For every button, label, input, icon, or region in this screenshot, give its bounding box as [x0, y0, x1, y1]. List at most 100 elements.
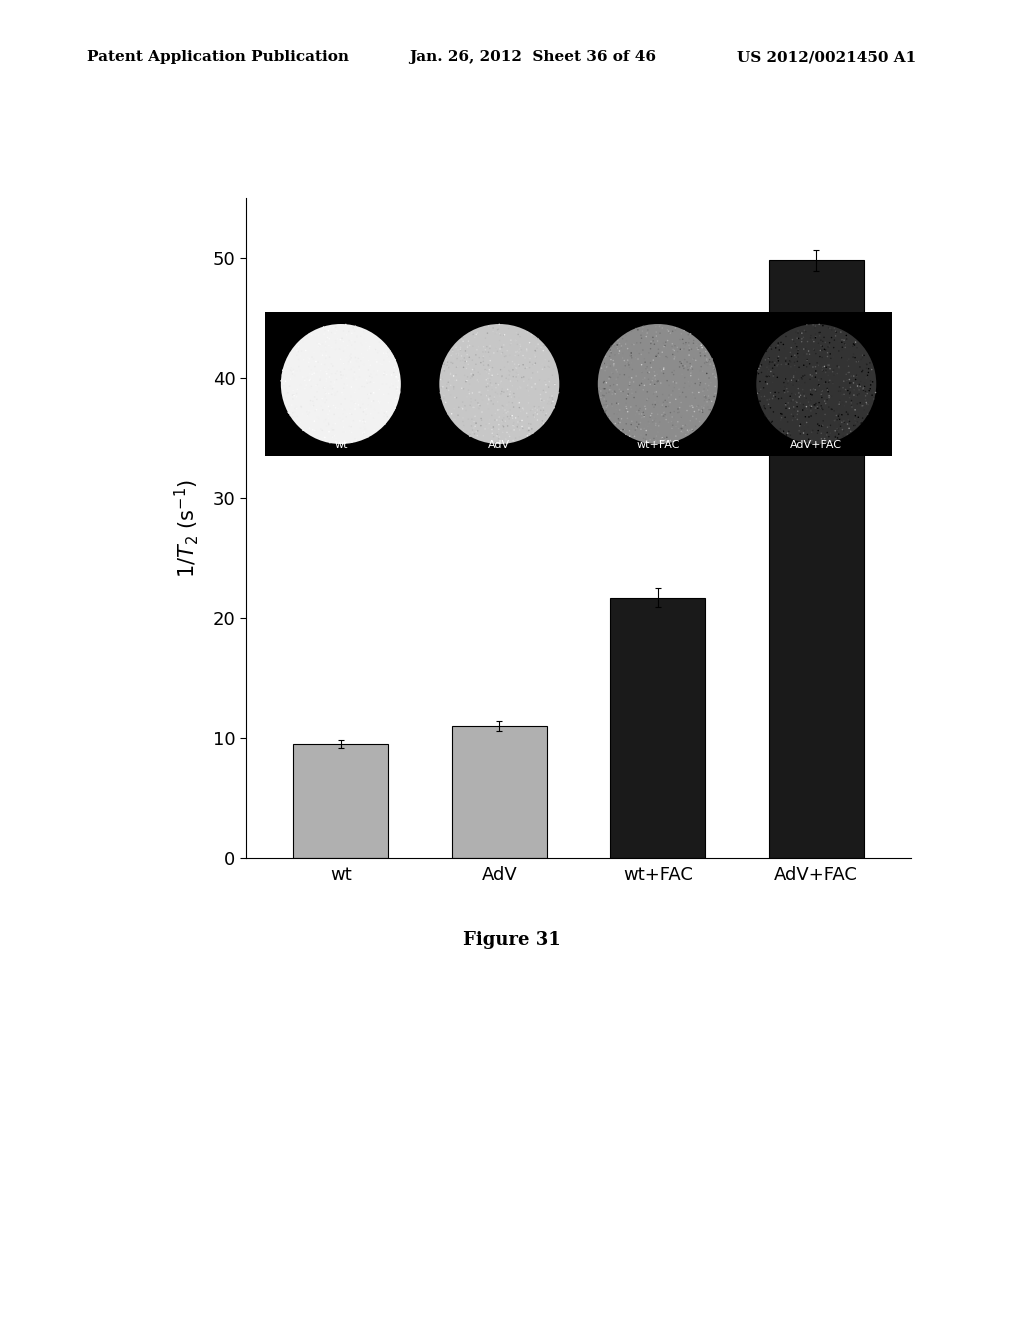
Point [815, 315, 831, 337]
Point [683, 356, 699, 378]
Point [685, 348, 701, 370]
Point [790, 341, 806, 362]
Point [432, 383, 449, 404]
Point [454, 329, 470, 350]
Point [657, 389, 674, 411]
Point [525, 422, 542, 444]
Point [380, 342, 396, 363]
Point [694, 337, 711, 358]
Bar [293, 744, 388, 858]
Point [500, 368, 516, 389]
Point [316, 392, 333, 413]
Point [339, 404, 355, 425]
Point [311, 335, 328, 356]
Point [643, 371, 659, 392]
Point [362, 396, 379, 417]
Point [361, 384, 378, 405]
Point [542, 387, 558, 408]
Point [637, 396, 653, 417]
Point [336, 399, 352, 420]
Point [813, 422, 829, 444]
Point [778, 397, 795, 418]
Point [364, 367, 380, 388]
Point [601, 408, 617, 429]
Point [644, 393, 660, 414]
Point [599, 356, 615, 378]
Point [451, 397, 467, 418]
Point [339, 315, 355, 337]
Point [359, 384, 376, 405]
Point [464, 396, 480, 417]
Point [622, 425, 638, 446]
Point [512, 420, 528, 441]
Point [357, 412, 374, 433]
Point [283, 342, 299, 363]
Point [822, 347, 839, 368]
Point [765, 372, 781, 393]
Point [706, 355, 722, 376]
Point [817, 393, 834, 414]
Point [787, 333, 804, 354]
Point [389, 380, 406, 401]
Point [705, 348, 721, 370]
Point [650, 343, 667, 364]
Point [691, 375, 708, 396]
Point [503, 420, 519, 441]
Point [644, 411, 660, 432]
Point [382, 358, 398, 379]
Point [797, 407, 813, 428]
Point [321, 358, 337, 379]
Point [459, 370, 475, 391]
Point [681, 339, 697, 360]
Point [634, 407, 650, 428]
Point [520, 334, 537, 355]
Point [336, 378, 352, 399]
Point [496, 403, 512, 424]
Point [366, 372, 382, 393]
Point [450, 339, 466, 360]
Point [596, 395, 612, 416]
Point [826, 411, 843, 432]
Point [291, 348, 307, 370]
Point [483, 366, 500, 387]
Point [762, 364, 778, 385]
Point [468, 345, 484, 366]
Point [303, 376, 319, 397]
Point [839, 401, 855, 422]
Point [352, 417, 369, 438]
Point [849, 337, 865, 358]
Point [831, 391, 848, 412]
Point [347, 393, 364, 414]
Point [372, 354, 388, 375]
Point [333, 364, 349, 385]
Point [309, 407, 326, 428]
Point [490, 421, 507, 442]
Point [860, 358, 877, 379]
Point [329, 360, 345, 381]
Point [815, 408, 831, 429]
Point [439, 356, 456, 378]
Point [773, 372, 790, 393]
Point [830, 356, 847, 378]
Point [477, 342, 494, 363]
Point [681, 379, 697, 400]
Point [359, 372, 376, 393]
Point [332, 408, 348, 429]
Point [495, 389, 511, 411]
Point [773, 331, 790, 352]
Point [814, 359, 830, 380]
Point [609, 337, 626, 358]
Point [864, 371, 881, 392]
Point [708, 367, 724, 388]
Point [324, 322, 340, 343]
Point [658, 426, 675, 447]
Point [628, 347, 644, 368]
Point [777, 368, 794, 389]
Point [547, 374, 563, 395]
Point [790, 322, 806, 343]
Point [360, 388, 377, 409]
Point [799, 350, 815, 371]
Point [769, 354, 785, 375]
Point [772, 418, 788, 440]
Point [478, 337, 495, 358]
